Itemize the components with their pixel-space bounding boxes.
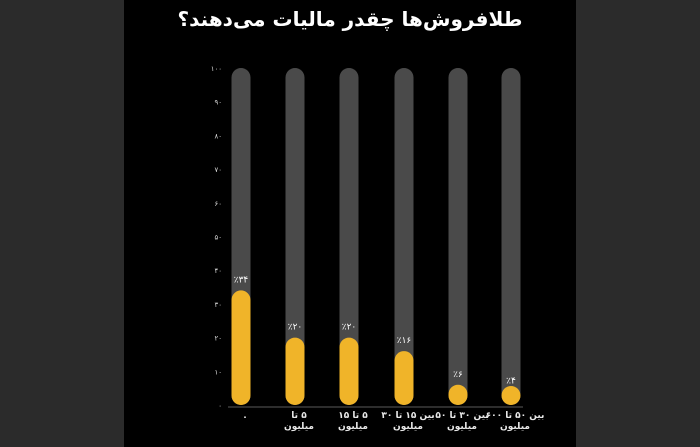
y-tick-label: ۳۰ xyxy=(214,301,222,309)
category-label: میلیون xyxy=(393,422,423,432)
bar-track xyxy=(285,68,305,405)
category-label: ۵ تا ۱۵ xyxy=(338,411,368,421)
data-label: ٪۲۰ xyxy=(288,323,303,333)
category-label: میلیون xyxy=(284,422,314,432)
chart-title: طلافروش‌ها چقدر مالیات می‌دهند؟ xyxy=(177,7,523,31)
category-label: بین ۵۰ تا ۶۰۰ xyxy=(486,411,545,421)
bar-track xyxy=(501,68,521,405)
category-label: ۵ تا xyxy=(291,411,307,421)
y-tick-label: ۱۰ xyxy=(214,368,222,376)
category-label: میلیون xyxy=(500,422,530,432)
category-label: میلیون xyxy=(447,422,477,432)
bar xyxy=(394,351,414,405)
y-tick-label: ۸۰ xyxy=(214,132,222,140)
y-tick-label: ۷۰ xyxy=(214,166,222,174)
data-label: ٪۴ xyxy=(506,377,516,387)
data-label: ٪۱۶ xyxy=(397,336,412,346)
y-tick-label: ۹۰ xyxy=(214,99,222,107)
y-tick-label: ۴۰ xyxy=(214,267,222,275)
category-label: میلیون xyxy=(338,422,368,432)
data-label: ٪۶ xyxy=(453,370,463,380)
data-label: ٪۳۴ xyxy=(234,275,249,285)
bar-track xyxy=(394,68,414,405)
bar xyxy=(339,337,359,405)
category-label: بین ۳۰ تا ۵۰ xyxy=(435,411,488,421)
bar xyxy=(285,337,305,405)
y-tick-label: ۰ xyxy=(218,402,222,410)
y-tick-label: ۲۰ xyxy=(214,335,222,343)
category-label: بین ۱۵ تا ۳۰ xyxy=(381,411,434,421)
y-tick-label: ۵۰ xyxy=(214,234,222,242)
bar xyxy=(501,386,521,405)
bar-track xyxy=(448,68,468,405)
y-tick-label: ۱۰۰ xyxy=(211,65,222,73)
bar xyxy=(448,384,468,405)
bar xyxy=(231,290,251,405)
data-label: ٪۲۰ xyxy=(342,323,357,333)
category-label: ۰ xyxy=(242,413,248,423)
bar-track xyxy=(339,68,359,405)
y-tick-label: ۶۰ xyxy=(214,200,222,208)
